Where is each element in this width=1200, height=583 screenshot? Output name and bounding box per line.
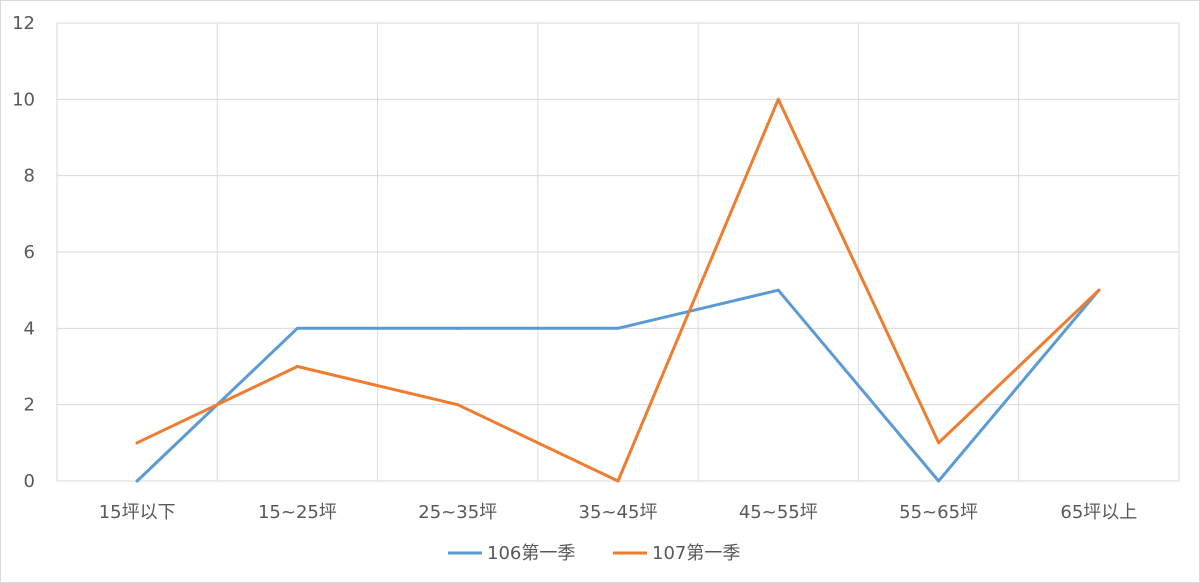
data-point <box>616 479 620 483</box>
grid-layer <box>56 22 1180 482</box>
y-tick-label: 8 <box>24 166 35 187</box>
series-layer <box>135 97 1101 483</box>
x-tick-label: 45~55坪 <box>739 502 818 523</box>
x-tick-label: 25~35坪 <box>418 502 497 523</box>
x-tick-label: 35~45坪 <box>579 502 658 523</box>
x-tick-label: 55~65坪 <box>899 502 978 523</box>
data-point <box>456 326 460 330</box>
data-point <box>937 441 941 445</box>
legend: 106第一季 107第一季 <box>448 543 740 564</box>
data-point <box>616 326 620 330</box>
x-tick-label: 65坪以上 <box>1060 502 1137 523</box>
series-line-2 <box>135 97 1101 483</box>
x-tick-label: 15坪以下 <box>99 502 176 523</box>
data-point <box>937 479 941 483</box>
y-tick-label: 2 <box>24 395 35 416</box>
data-point <box>456 403 460 407</box>
series-line-1 <box>135 288 1101 483</box>
legend-label: 106第一季 <box>487 543 575 564</box>
data-point <box>1097 288 1101 292</box>
y-tick-label: 12 <box>12 13 35 34</box>
y-axis-ticks: 0 2 4 6 8 10 12 <box>12 13 35 492</box>
x-axis-ticks: 15坪以下 15~25坪 25~35坪 35~45坪 45~55坪 55~65坪 65坪以上 <box>99 502 1138 523</box>
legend-label: 107第一季 <box>652 543 740 564</box>
data-point <box>776 97 780 101</box>
y-tick-label: 4 <box>24 318 35 339</box>
data-point <box>295 365 299 368</box>
data-point <box>776 288 780 292</box>
data-point <box>135 441 139 445</box>
y-tick-label: 0 <box>24 471 35 492</box>
y-tick-label: 6 <box>24 242 35 263</box>
data-point <box>135 479 139 483</box>
data-point <box>295 326 299 330</box>
y-tick-label: 10 <box>12 89 35 110</box>
x-tick-label: 15~25坪 <box>258 502 337 523</box>
